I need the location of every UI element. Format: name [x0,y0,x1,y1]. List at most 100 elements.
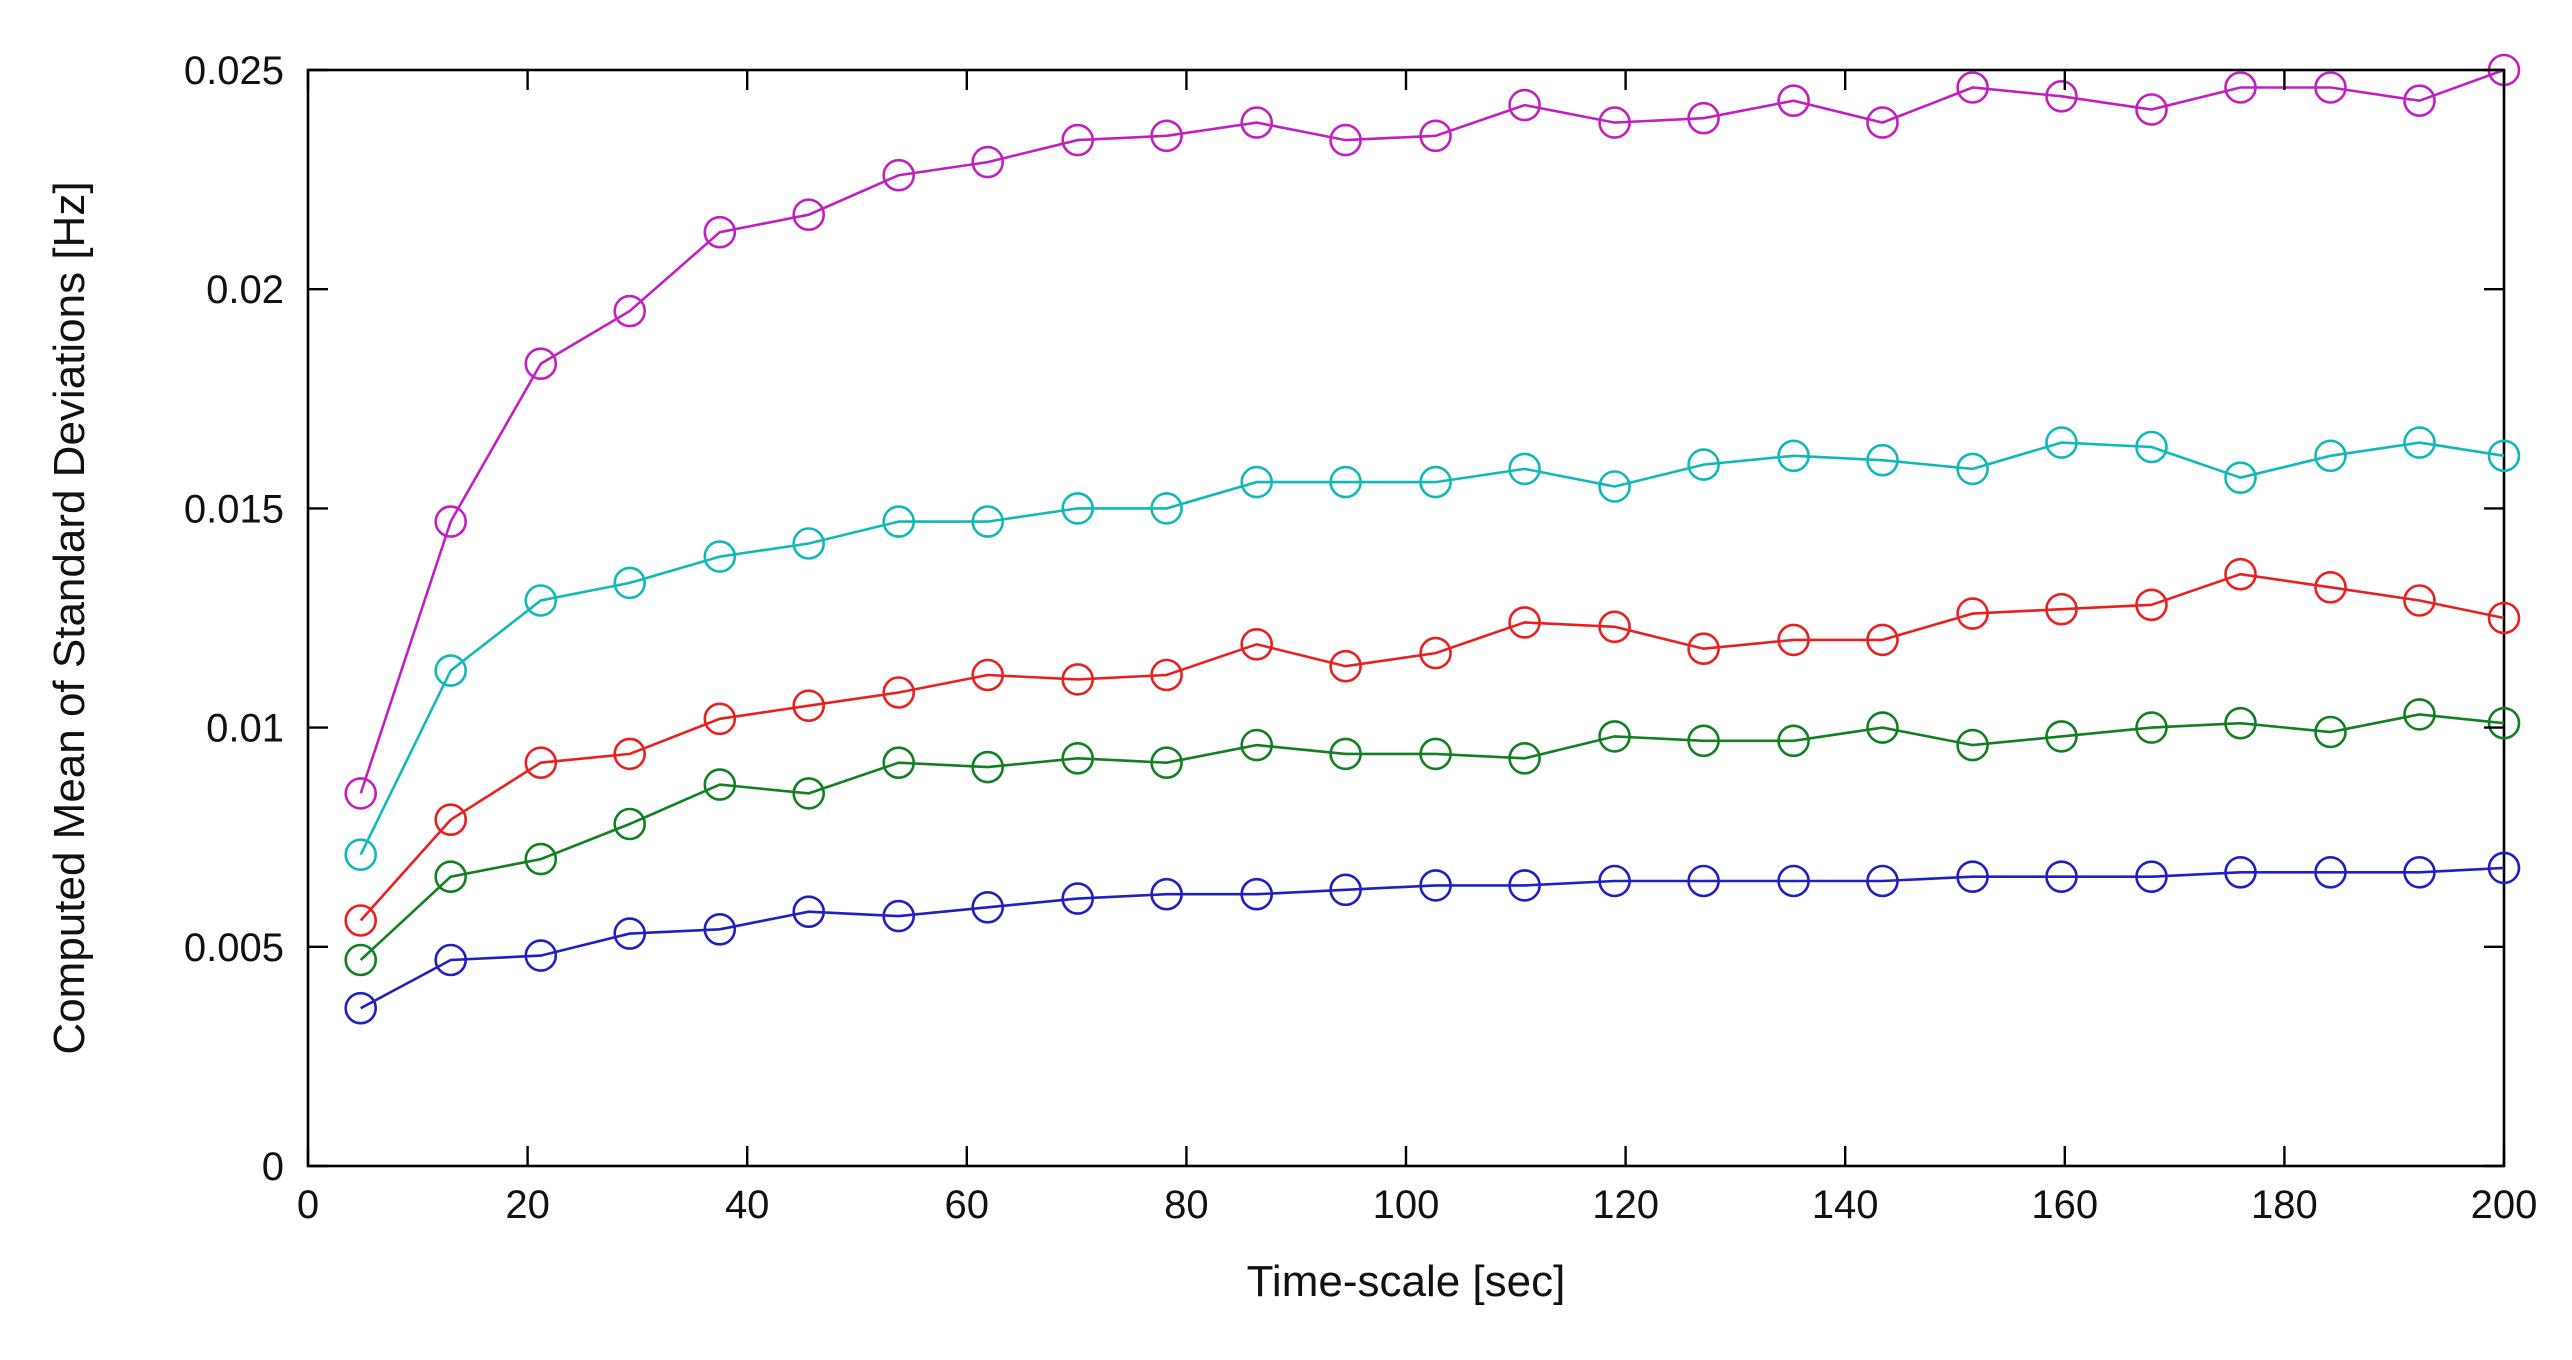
data-point-cyan [1329,465,1362,499]
x-tick-label: 100 [1373,1183,1440,1227]
data-point-red [703,702,737,736]
data-point-green [613,807,647,841]
x-tick-label: 120 [1592,1183,1659,1227]
data-point-cyan [2403,426,2436,459]
data-point-blue [1240,877,1273,911]
data-point-magenta [1240,106,1273,139]
y-tick-label: 0.01 [206,707,284,751]
data-point-green [2224,706,2257,740]
plot-area [306,68,2506,1168]
x-tick-label: 20 [505,1183,550,1227]
data-point-green [792,777,826,810]
data-point-cyan [971,505,1005,538]
x-tick-label: 200 [2471,1183,2538,1227]
data-point-green [703,768,737,801]
data-point-green [1240,728,1273,762]
data-point-cyan [1956,452,1989,486]
data-point-blue [344,991,378,1025]
data-point-magenta [1329,123,1362,157]
data-point-magenta [1419,119,1452,153]
series-line-cyan [359,441,2505,856]
data-point-green [1777,724,1810,758]
data-point-red [1240,627,1273,661]
data-point-magenta [1150,119,1183,153]
data-point-green [882,746,916,780]
data-point-green [2045,720,2078,753]
data-point-blue [1329,873,1362,907]
data-point-green [524,842,558,876]
data-point-cyan [613,566,647,600]
data-point-magenta [2403,84,2436,117]
data-point-blue [703,912,737,946]
x-axis-title: Time-scale [sec] [1247,1257,1566,1306]
data-point-green [1150,746,1183,780]
data-point-red [2487,601,2521,635]
data-point-red [1061,663,1094,696]
data-point-blue [1598,864,1631,898]
data-point-green [971,750,1005,784]
data-point-blue [882,899,916,933]
y-tick-label: 0.025 [184,49,284,93]
data-point-green [2135,711,2168,744]
data-point-magenta [2135,93,2168,126]
data-point-blue [613,917,647,950]
data-point-cyan [1598,470,1631,503]
data-point-blue [1687,864,1720,898]
data-point-red [1508,606,1541,639]
data-point-blue [434,943,468,977]
data-point-cyan [1508,452,1541,486]
data-point-magenta [971,145,1005,179]
data-point-magenta [1508,88,1541,122]
data-point-red [2403,584,2436,617]
data-point-red [2314,570,2347,604]
data-point-red [1956,597,1989,630]
data-point-red [434,803,468,837]
data-point-blue [524,939,558,972]
data-point-green [1419,737,1452,771]
data-point-cyan [1061,492,1094,525]
data-point-magenta [1687,101,1720,135]
data-point-green [344,943,378,977]
x-tick-label: 60 [945,1183,990,1227]
data-point-cyan [344,838,378,872]
data-point-magenta [524,347,558,381]
data-point-cyan [1240,465,1273,499]
series-line-green [359,713,2505,961]
data-point-green [2314,715,2347,749]
data-point-magenta [613,294,647,328]
data-point-cyan [2314,439,2347,473]
data-point-green [1061,741,1094,775]
data-point-cyan [2487,439,2521,473]
data-point-blue [1150,877,1183,911]
x-tick-label: 160 [2031,1183,2098,1227]
y-tick-label: 0.02 [206,268,284,312]
data-point-cyan [434,654,468,687]
data-point-red [1150,658,1183,692]
data-point-blue [2314,855,2347,889]
data-point-magenta [792,198,826,231]
data-point-cyan [2224,461,2257,495]
data-point-red [344,904,378,937]
data-point-blue [1061,882,1094,915]
data-point-magenta [2224,71,2257,104]
data-point-red [1866,623,1899,657]
data-point-red [971,658,1005,692]
data-point-cyan [792,527,826,560]
data-point-magenta [1777,84,1810,117]
data-point-red [524,746,558,780]
data-point-green [434,860,468,894]
x-tick-label: 140 [1812,1183,1879,1227]
data-point-red [1687,632,1720,666]
data-point-magenta [2045,80,2078,113]
series-line-blue [360,866,2505,1010]
y-tick-label: 0 [262,1145,284,1189]
data-point-blue [2224,855,2257,889]
x-tick-label: 40 [725,1183,770,1227]
data-point-cyan [1419,465,1452,499]
data-point-blue [792,895,826,929]
plot-frame [306,68,2506,1168]
data-point-red [2045,592,2078,626]
series-red [344,557,2521,937]
series-line-red [359,572,2505,922]
